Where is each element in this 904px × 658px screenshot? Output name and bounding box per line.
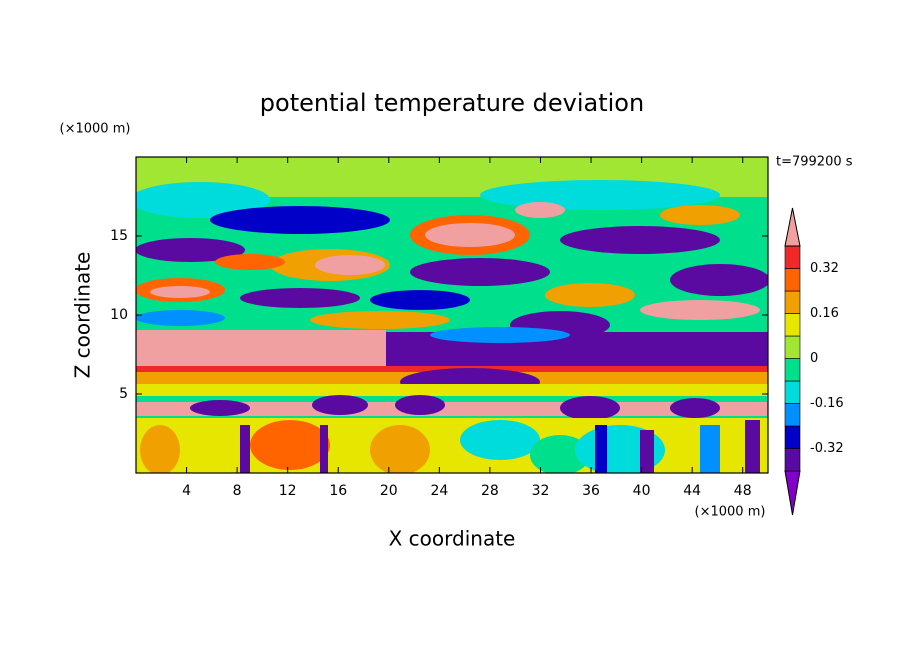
contour-region xyxy=(215,254,285,270)
x-tick-label: 36 xyxy=(582,483,600,499)
x-tick-label: 28 xyxy=(481,483,499,499)
contour-field xyxy=(136,157,768,473)
colorbar-extend xyxy=(784,207,801,247)
colorbar-box xyxy=(784,403,801,427)
contour-region xyxy=(136,418,768,473)
contour-region xyxy=(250,420,330,470)
contour-region xyxy=(670,264,768,296)
contour-region xyxy=(136,182,270,218)
contour-region xyxy=(312,395,368,415)
chart-title: potential temperature deviation xyxy=(260,89,644,117)
x-tick-label: 40 xyxy=(633,483,651,499)
colorbar-box xyxy=(784,448,801,472)
contour-region xyxy=(210,206,390,234)
x-tick-label: 48 xyxy=(734,483,752,499)
contour-region xyxy=(745,420,760,473)
x-tick-label: 32 xyxy=(532,483,550,499)
x-tick-label: 24 xyxy=(430,483,448,499)
contour-region xyxy=(190,400,250,416)
contour-region xyxy=(395,395,445,415)
time-label: t=799200 s xyxy=(776,155,853,170)
contour-region xyxy=(410,258,550,286)
x-tick-label: 12 xyxy=(279,483,297,499)
contour-region xyxy=(136,238,245,262)
contour-region xyxy=(240,288,360,308)
x-axis-label: X coordinate xyxy=(389,527,516,551)
colorbar-box xyxy=(784,313,801,337)
contour-region xyxy=(460,420,540,460)
x-unit: (×1000 m) xyxy=(695,505,766,520)
contour-region xyxy=(136,384,768,396)
contour-region xyxy=(136,310,225,326)
colorbar-box xyxy=(784,425,801,449)
y-tick-label: 10 xyxy=(110,307,128,323)
contour-region xyxy=(560,226,720,254)
colorbar-label: 0.32 xyxy=(810,261,839,276)
y-axis-label: Z coordinate xyxy=(71,252,95,379)
x-tick-label: 8 xyxy=(233,483,242,499)
colorbar-label: 0.16 xyxy=(810,306,839,321)
contour-region xyxy=(370,425,430,473)
contour-region xyxy=(315,255,385,275)
contour-region xyxy=(660,205,740,225)
contour-region xyxy=(140,425,180,473)
contour-region xyxy=(560,396,620,420)
contour-region xyxy=(480,180,720,210)
contour-region xyxy=(595,425,607,473)
colorbar-label: -0.32 xyxy=(810,441,844,456)
y-unit: (×1000 m) xyxy=(60,122,131,137)
contour-region xyxy=(320,425,328,473)
colorbar-box xyxy=(784,245,801,269)
contour-region xyxy=(670,398,720,418)
contour-region xyxy=(370,290,470,310)
contour-region xyxy=(530,435,590,473)
colorbar-extend xyxy=(784,470,801,516)
contour-region xyxy=(136,330,386,366)
colorbar-box xyxy=(784,268,801,292)
contour-region xyxy=(430,327,570,343)
x-tick-label: 4 xyxy=(182,483,191,499)
contour-region xyxy=(640,300,760,320)
x-tick-label: 16 xyxy=(329,483,347,499)
colorbar-box xyxy=(784,335,801,359)
contour-region xyxy=(700,425,720,473)
contour-region xyxy=(240,425,250,473)
colorbar-label: 0 xyxy=(810,351,818,366)
colorbar-label: -0.16 xyxy=(810,396,844,411)
x-tick-label: 44 xyxy=(683,483,701,499)
colorbar-box xyxy=(784,380,801,404)
contour-region xyxy=(640,430,654,473)
colorbar-box xyxy=(784,290,801,314)
x-tick-label: 20 xyxy=(380,483,398,499)
colorbar-box xyxy=(784,358,801,382)
contour-region xyxy=(515,202,565,218)
contour-region xyxy=(425,223,515,247)
contour-region xyxy=(150,286,210,298)
contour-region xyxy=(545,283,635,307)
y-tick-label: 5 xyxy=(119,386,128,402)
contour-region xyxy=(310,311,450,329)
y-tick-label: 15 xyxy=(110,228,128,244)
